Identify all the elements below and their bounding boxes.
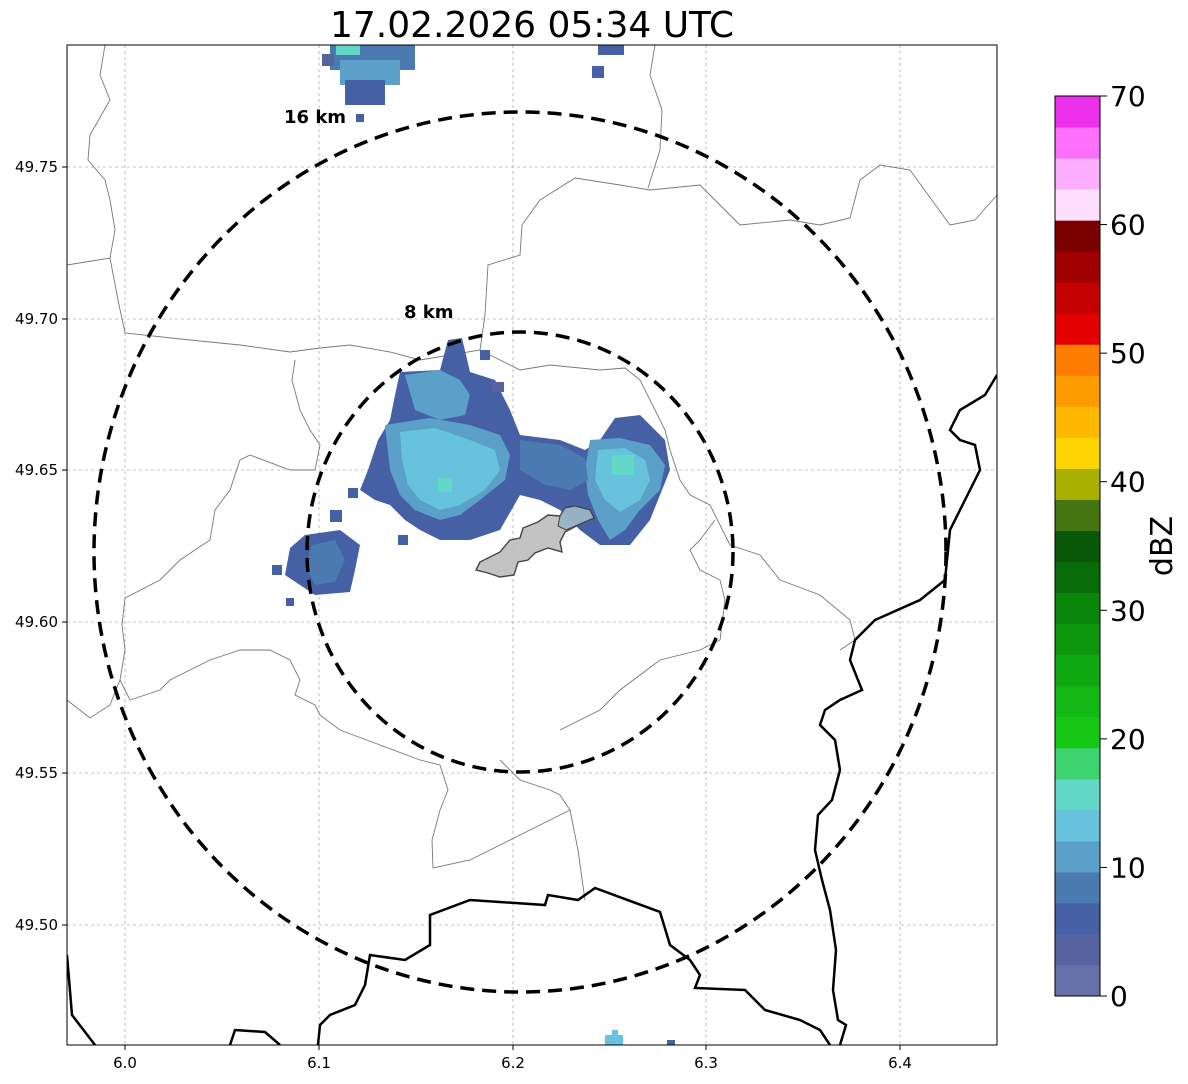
national-borders [67, 374, 997, 1045]
colorbar-cell [1055, 871, 1100, 904]
colorbar-tick-label: 10 [1110, 851, 1146, 884]
colorbar-cell [1055, 220, 1100, 252]
colorbar-cell [1055, 127, 1100, 159]
ring-label-16km: 16 km [284, 107, 346, 128]
colorbar-cell [1055, 251, 1100, 283]
ring-16km [92, 110, 948, 994]
colorbar-cell [1055, 499, 1100, 531]
colorbar-cell [1055, 809, 1100, 842]
colorbar-cell [1055, 623, 1100, 656]
colorbar-frame [1054, 95, 1101, 997]
colorbar-tick-label: 30 [1110, 594, 1146, 627]
city-highlight [557, 505, 595, 531]
colorbar-cell [1055, 561, 1100, 594]
x-tick-label: 6.4 [888, 1054, 912, 1072]
colorbar-cell [1055, 685, 1100, 718]
colorbar-cell [1055, 96, 1100, 128]
colorbar-tick-label: 70 [1110, 80, 1146, 113]
colorbar-cells [1055, 96, 1100, 997]
colorbar-cell [1055, 468, 1100, 500]
colorbar-cell [1055, 313, 1100, 345]
y-tick-label: 49.55 [15, 764, 58, 782]
colorbar-cell [1055, 282, 1100, 314]
ring-8km [305, 330, 735, 774]
range-rings [92, 110, 948, 994]
colorbar-tick-label: 0 [1110, 980, 1128, 1013]
colorbar-cell [1055, 344, 1100, 376]
y-tick-label: 49.70 [15, 310, 58, 328]
colorbar-tick-label: 40 [1110, 466, 1146, 499]
x-tick-label: 6.0 [113, 1054, 137, 1072]
colorbar-cell [1055, 964, 1100, 997]
map-title: 17.02.2026 05:34 UTC [329, 5, 735, 46]
x-tick-label: 6.1 [307, 1054, 331, 1072]
y-axis [62, 166, 67, 926]
colorbar-cell [1055, 530, 1100, 563]
colorbar-tick-label: 60 [1110, 209, 1146, 242]
colorbar-cell [1055, 592, 1100, 625]
y-tick-label: 49.75 [15, 158, 58, 176]
colorbar-tick-label: 50 [1110, 337, 1146, 370]
radar-echoes [272, 45, 675, 1045]
x-tick-label: 6.3 [694, 1054, 718, 1072]
colorbar-cell [1055, 437, 1100, 469]
colorbar-cell [1055, 716, 1100, 749]
colorbar-ticks: 0 10 20 30 40 50 60 70 [1100, 80, 1146, 1013]
map-frame [66, 44, 998, 1046]
colorbar-cell [1055, 158, 1100, 190]
colorbar-label: dBZ [1145, 516, 1180, 576]
colorbar-cell [1055, 375, 1100, 407]
colorbar-cell [1055, 189, 1100, 221]
x-tick-label: 6.2 [501, 1054, 525, 1072]
colorbar-cell [1055, 747, 1100, 780]
y-tick-label: 49.50 [15, 916, 58, 934]
y-tick-label: 49.60 [15, 613, 58, 631]
y-tick-label: 49.65 [15, 461, 58, 479]
ring-label-8km: 8 km [404, 302, 454, 323]
colorbar-cell [1055, 654, 1100, 687]
colorbar-cell [1055, 778, 1100, 811]
x-axis [124, 1045, 901, 1050]
commune-boundaries [67, 45, 997, 901]
colorbar-tick-label: 20 [1110, 723, 1146, 756]
colorbar-cell [1055, 840, 1100, 873]
colorbar-cell [1055, 933, 1100, 966]
colorbar-cell [1055, 902, 1100, 935]
colorbar-cell [1055, 406, 1100, 438]
